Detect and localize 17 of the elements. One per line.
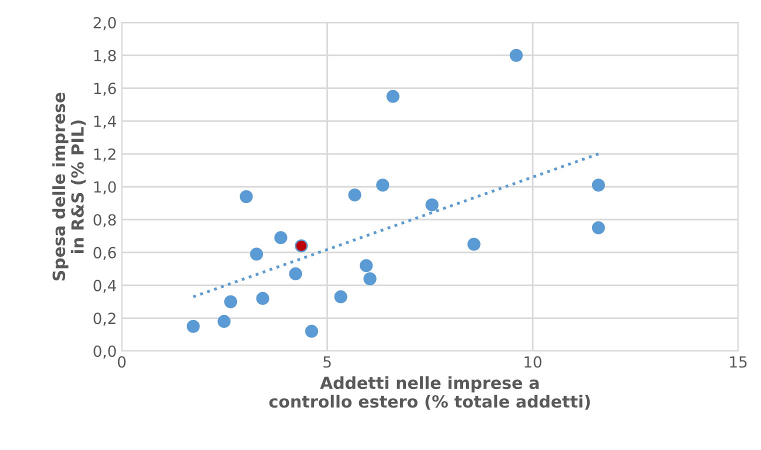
y-tick-label: 0,0 — [94, 345, 116, 359]
y-tick-label: 1,4 — [94, 116, 116, 129]
x-tick-label: 15 — [730, 356, 747, 368]
x-tick-label: 10 — [524, 356, 542, 368]
y-tick-label: 0,2 — [94, 312, 116, 326]
y-tick-label: 2,0 — [94, 16, 116, 30]
y-tick-label: 1,2 — [94, 148, 116, 162]
y-tick-label: 0,6 — [94, 246, 116, 260]
y-tick-label: 1,6 — [94, 82, 116, 96]
y-tick-label: 0,4 — [94, 280, 116, 293]
y-tick-label: 1,0 — [94, 181, 116, 194]
x-axis-title: Addetti nelle imprese a controllo estero (% totale addetti) — [269, 376, 590, 410]
y-tick-label: 1,8 — [94, 50, 116, 63]
x-tick-label: 0 — [118, 356, 126, 368]
x-tick-label: 5 — [324, 356, 331, 368]
y-axis-title: Spesa delle imprese in R&S (% PIL) — [52, 92, 86, 280]
y-tick-label: 0,8 — [94, 214, 116, 228]
